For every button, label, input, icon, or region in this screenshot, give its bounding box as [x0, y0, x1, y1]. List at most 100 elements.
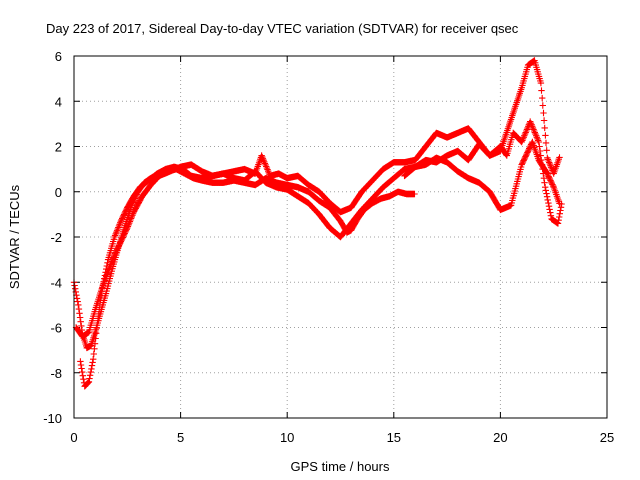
data-point — [75, 305, 83, 313]
data-point — [523, 150, 530, 158]
data-point — [120, 211, 128, 218]
data-point — [539, 102, 546, 109]
y-tick-label: -2 — [50, 230, 62, 245]
y-tick-label: -10 — [43, 411, 62, 426]
grid — [74, 56, 607, 418]
y-tick-label: 4 — [55, 94, 62, 109]
data-point — [108, 258, 116, 265]
data-point — [543, 193, 551, 200]
y-tick-label: -4 — [50, 275, 62, 290]
data-point — [86, 375, 93, 382]
x-tick-label: 0 — [70, 430, 77, 445]
data-point — [72, 285, 79, 292]
data-point — [543, 147, 550, 154]
data-point — [519, 135, 527, 142]
data-point — [89, 359, 96, 366]
data-point — [545, 173, 552, 180]
data-point — [118, 216, 125, 223]
data-point — [543, 190, 550, 197]
data-point — [77, 318, 84, 325]
data-point — [121, 209, 128, 217]
y-tick-label: 0 — [55, 185, 62, 200]
data-point — [545, 203, 553, 210]
data-point — [540, 109, 547, 117]
data-point — [91, 340, 99, 347]
data-point — [117, 219, 124, 226]
data-point — [521, 156, 528, 163]
data-point — [75, 301, 82, 309]
data-point — [546, 206, 553, 213]
y-axis-label: SDTVAR / TECUs — [7, 184, 22, 289]
data-point — [104, 267, 112, 275]
data-point — [519, 160, 526, 167]
data-point — [544, 196, 551, 204]
data-point — [538, 161, 546, 168]
data-point — [537, 152, 544, 159]
data-point — [80, 376, 87, 383]
data-point — [546, 175, 554, 183]
data-point — [119, 215, 126, 222]
data-point — [542, 132, 549, 139]
data-point — [548, 180, 555, 187]
data-point — [522, 152, 530, 159]
data-point — [540, 175, 548, 182]
y-tick-label: -6 — [50, 321, 62, 336]
data-point — [113, 229, 120, 236]
data-point — [122, 207, 130, 214]
data-point — [77, 358, 84, 365]
data-point — [536, 143, 543, 150]
data-point — [120, 232, 127, 240]
series-trace-c — [72, 57, 563, 340]
data-point — [549, 182, 557, 190]
data-point — [525, 146, 532, 154]
x-tick-label: 20 — [493, 430, 507, 445]
data-point — [518, 161, 525, 168]
data-point — [531, 129, 538, 136]
data-point — [111, 250, 119, 257]
data-point — [546, 159, 553, 166]
data-point — [503, 151, 510, 158]
data-point — [547, 209, 554, 216]
y-tick-label: 2 — [55, 140, 62, 155]
data-point — [119, 234, 126, 241]
data-point — [90, 350, 97, 358]
data-point — [555, 217, 562, 224]
data-point — [259, 155, 267, 162]
data-point — [538, 156, 545, 164]
data-point — [123, 226, 130, 233]
data-point — [85, 379, 92, 386]
data-point — [113, 246, 121, 253]
data-point — [120, 231, 128, 238]
data-point — [122, 228, 129, 236]
data-point — [79, 372, 86, 379]
data-point — [117, 238, 125, 245]
data-point — [119, 213, 126, 221]
x-axis-label: GPS time / hours — [291, 459, 390, 474]
data-point — [117, 218, 125, 225]
data-point — [116, 241, 123, 248]
data-point — [541, 124, 548, 132]
data-point — [87, 368, 94, 376]
data-point — [544, 171, 552, 179]
data-point — [557, 207, 564, 214]
data-point — [115, 242, 123, 249]
data-marks — [70, 57, 565, 390]
data-point — [114, 245, 121, 252]
data-point — [88, 362, 96, 369]
data-point — [540, 170, 547, 177]
x-tick-label: 10 — [280, 430, 294, 445]
data-point — [120, 212, 127, 219]
data-point — [78, 365, 85, 372]
data-point — [111, 251, 118, 259]
x-tick-label: 15 — [387, 430, 401, 445]
data-point — [78, 322, 85, 330]
data-point — [542, 139, 550, 147]
data-point — [556, 154, 563, 161]
data-point — [547, 212, 555, 219]
data-point — [73, 295, 81, 302]
data-point — [86, 372, 94, 379]
data-point — [121, 230, 128, 237]
data-point — [535, 138, 542, 146]
data-point — [547, 178, 555, 185]
data-point — [263, 164, 271, 172]
